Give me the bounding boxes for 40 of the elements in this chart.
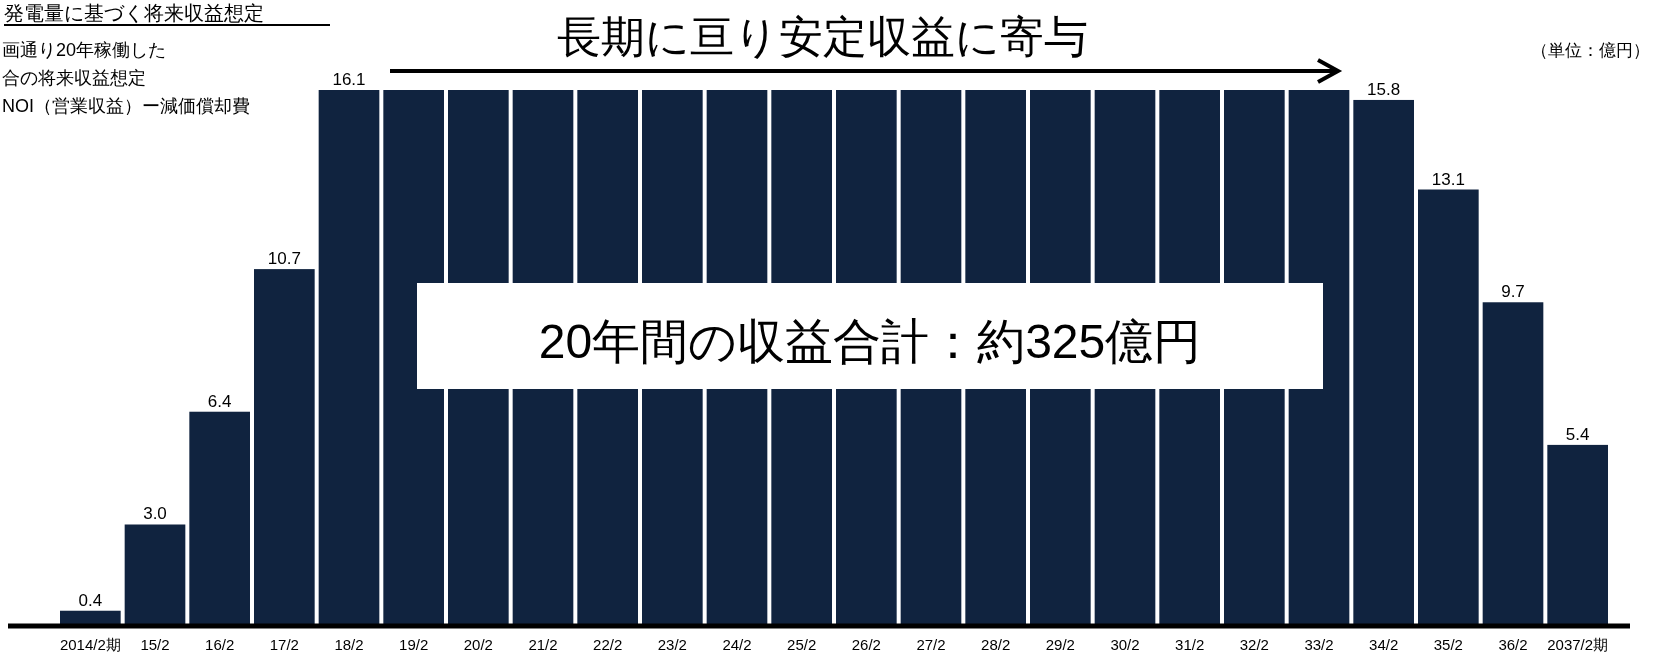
x-tick-label: 20/2 <box>463 636 493 653</box>
x-tick-label: 16/2 <box>205 636 235 653</box>
data-label: 10.7 <box>267 249 301 269</box>
data-label: 16.1 <box>332 70 366 89</box>
data-label: 6.4 <box>207 391 232 411</box>
text: 合の将来収益想定 <box>2 68 146 88</box>
annotation: 20年間の収益合計：約325億円 <box>538 315 1202 368</box>
x-tick-label: 17/2 <box>269 636 299 653</box>
x-tick-label: 15/2 <box>140 636 170 653</box>
data-label: 15.8 <box>1367 79 1401 99</box>
x-tick-label: 28/2 <box>981 636 1011 653</box>
data-label: 13.1 <box>1431 169 1465 189</box>
chart-title: 発電量に基づく将来収益想定 <box>4 2 264 24</box>
x-tick-label: 21/2 <box>528 636 558 653</box>
text: 画通り20年稼働した <box>2 40 167 60</box>
annotation: NOI（営業収益）ー減価償却費 <box>2 96 251 116</box>
data-label: 9.7 <box>1501 282 1525 302</box>
x-tick-label: 23/2 <box>657 636 687 653</box>
x-tick-label: 19/2 <box>399 636 429 653</box>
x-tick-label: 27/2 <box>916 636 946 653</box>
x-tick-label: 2014/2期 <box>59 636 121 653</box>
x-tick-label: 36/2 <box>1498 636 1528 653</box>
data-label: 3.0 <box>143 504 167 524</box>
text: 長期に亘り安定収益に寄与 <box>556 12 1088 61</box>
x-tick-label: 29/2 <box>1045 636 1075 653</box>
x-tick-label: 18/2 <box>334 636 364 653</box>
x-tick-label: 25/2 <box>787 636 817 653</box>
x-tick-label: 33/2 <box>1304 636 1334 653</box>
x-tick-label: 35/2 <box>1433 636 1463 653</box>
x-tick-label: 24/2 <box>722 636 752 653</box>
x-tick-label: 26/2 <box>851 636 881 653</box>
x-tick-label: 22/2 <box>593 636 623 653</box>
x-tick-label: 30/2 <box>1110 636 1140 653</box>
x-tick-label: 34/2 <box>1369 636 1399 653</box>
x-tick-label: 2037/2期 <box>1547 636 1609 653</box>
data-label: 0.4 <box>78 590 103 610</box>
data-label: 5.4 <box>1565 424 1590 444</box>
text: （単位：億円） <box>1531 41 1650 60</box>
x-tick-label: 31/2 <box>1175 636 1205 653</box>
x-tick-label: 32/2 <box>1239 636 1269 653</box>
